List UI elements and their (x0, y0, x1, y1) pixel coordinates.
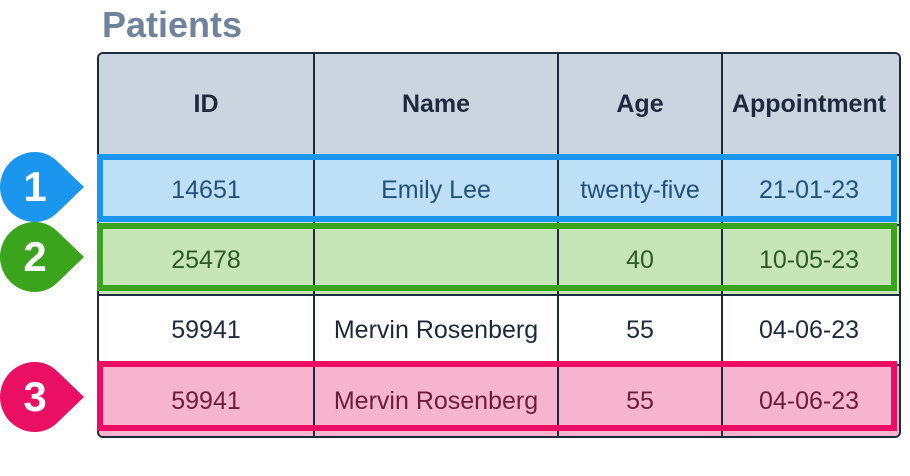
marker-pin-icon (0, 152, 84, 222)
table-row: 59941 Mervin Rosenberg 55 04-06-23 (99, 296, 899, 366)
cell-appointment: 04-06-23 (758, 315, 860, 344)
marker-number: 3 (23, 373, 47, 420)
marker-badge-2: 2 (0, 222, 86, 292)
table-row: 59941 Mervin Rosenberg 55 04-06-23 (99, 366, 899, 436)
cell-id: 25478 (99, 226, 315, 294)
cell-id: 59941 (99, 366, 315, 436)
cell-age: 55 (559, 366, 723, 436)
marker-pin-icon (0, 362, 84, 432)
table-header-row: ID Name Age Appointment (99, 54, 899, 156)
column-header-id: ID (99, 54, 315, 154)
page-title: Patients (102, 4, 243, 45)
cell-appointment: 10-05-23 (758, 245, 860, 274)
marker-pin-icon (0, 222, 84, 292)
column-header-age: Age (559, 54, 723, 154)
table-row: 25478 40 10-05-23 (99, 226, 899, 296)
cell-appointment: 21-01-23 (758, 175, 860, 204)
cell-age: twenty-five (559, 156, 723, 224)
cell-id: 14651 (99, 156, 315, 224)
cell-age: 55 (559, 296, 723, 364)
marker-badge-1: 1 (0, 152, 86, 222)
marker-number: 1 (23, 163, 47, 210)
marker-badge-3: 3 (0, 362, 86, 432)
cell-name (315, 226, 559, 294)
cell-age: 40 (559, 226, 723, 294)
cell-name: Mervin Rosenberg (315, 366, 559, 436)
cell-id: 59941 (99, 296, 315, 364)
marker-number: 2 (23, 233, 47, 280)
column-header-name: Name (315, 54, 559, 154)
table-row: 14651 Emily Lee twenty-five 21-01-23 (99, 156, 899, 226)
patients-table: ID Name Age Appointment 14651 Emily Lee … (97, 52, 901, 438)
cell-name: Emily Lee (315, 156, 559, 224)
column-header-appointment: Appointment (731, 89, 887, 118)
cell-name: Mervin Rosenberg (315, 296, 559, 364)
cell-appointment: 04-06-23 (758, 386, 860, 415)
